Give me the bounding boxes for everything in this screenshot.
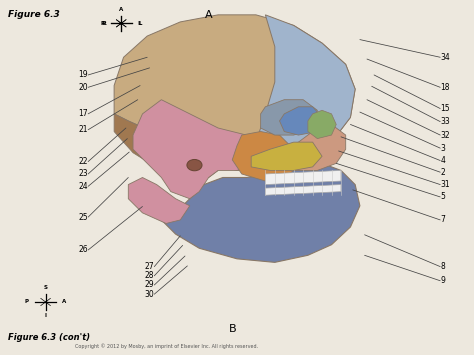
Text: Copyright © 2012 by Mosby, an imprint of Elsevier Inc. All rights reserved.: Copyright © 2012 by Mosby, an imprint of… — [74, 343, 258, 349]
Text: 17: 17 — [79, 109, 88, 118]
Polygon shape — [280, 107, 322, 135]
Polygon shape — [270, 125, 346, 170]
Polygon shape — [251, 142, 322, 170]
Text: 9: 9 — [440, 276, 445, 285]
Polygon shape — [265, 185, 341, 195]
Text: 30: 30 — [145, 290, 155, 299]
Polygon shape — [114, 114, 218, 178]
Text: 21: 21 — [79, 125, 88, 134]
Polygon shape — [114, 15, 355, 170]
Text: 3: 3 — [440, 144, 445, 153]
Text: 23: 23 — [79, 169, 88, 179]
Text: L: L — [137, 21, 141, 26]
Text: 2: 2 — [440, 168, 445, 177]
Text: 26: 26 — [79, 246, 88, 255]
Text: 27: 27 — [145, 262, 155, 271]
Text: 19: 19 — [79, 70, 88, 80]
Text: 18: 18 — [440, 83, 450, 92]
Text: R: R — [101, 21, 106, 26]
Text: 34: 34 — [440, 53, 450, 62]
Text: 29: 29 — [145, 280, 155, 289]
Text: 15: 15 — [440, 104, 450, 113]
Text: 28: 28 — [145, 271, 155, 280]
Polygon shape — [261, 100, 318, 135]
Text: R: R — [100, 21, 105, 26]
Text: 25: 25 — [79, 213, 88, 222]
Text: 4: 4 — [440, 156, 445, 165]
Polygon shape — [232, 132, 299, 181]
Text: 8: 8 — [440, 262, 445, 271]
Circle shape — [119, 22, 123, 25]
Text: P: P — [25, 300, 29, 305]
Text: 20: 20 — [79, 83, 88, 92]
Text: A: A — [119, 7, 123, 12]
Polygon shape — [265, 170, 341, 185]
Polygon shape — [128, 178, 190, 223]
Text: 22: 22 — [79, 157, 88, 166]
Polygon shape — [133, 100, 261, 199]
Text: S: S — [44, 285, 47, 290]
Text: 33: 33 — [440, 117, 450, 126]
Text: Figure 6.3: Figure 6.3 — [8, 10, 60, 18]
Text: Figure 6.3 (con't): Figure 6.3 (con't) — [8, 333, 90, 342]
Text: A: A — [62, 300, 66, 305]
Text: L: L — [138, 21, 142, 26]
Circle shape — [187, 159, 202, 171]
Text: A: A — [205, 10, 212, 20]
Text: B: B — [228, 324, 236, 334]
Text: 7: 7 — [440, 215, 445, 224]
Text: 31: 31 — [440, 180, 450, 189]
Polygon shape — [256, 15, 355, 167]
Text: I: I — [45, 313, 46, 318]
Polygon shape — [308, 110, 336, 138]
Polygon shape — [161, 163, 360, 262]
Text: 5: 5 — [440, 192, 445, 201]
Text: 24: 24 — [79, 182, 88, 191]
Text: 32: 32 — [440, 131, 450, 140]
